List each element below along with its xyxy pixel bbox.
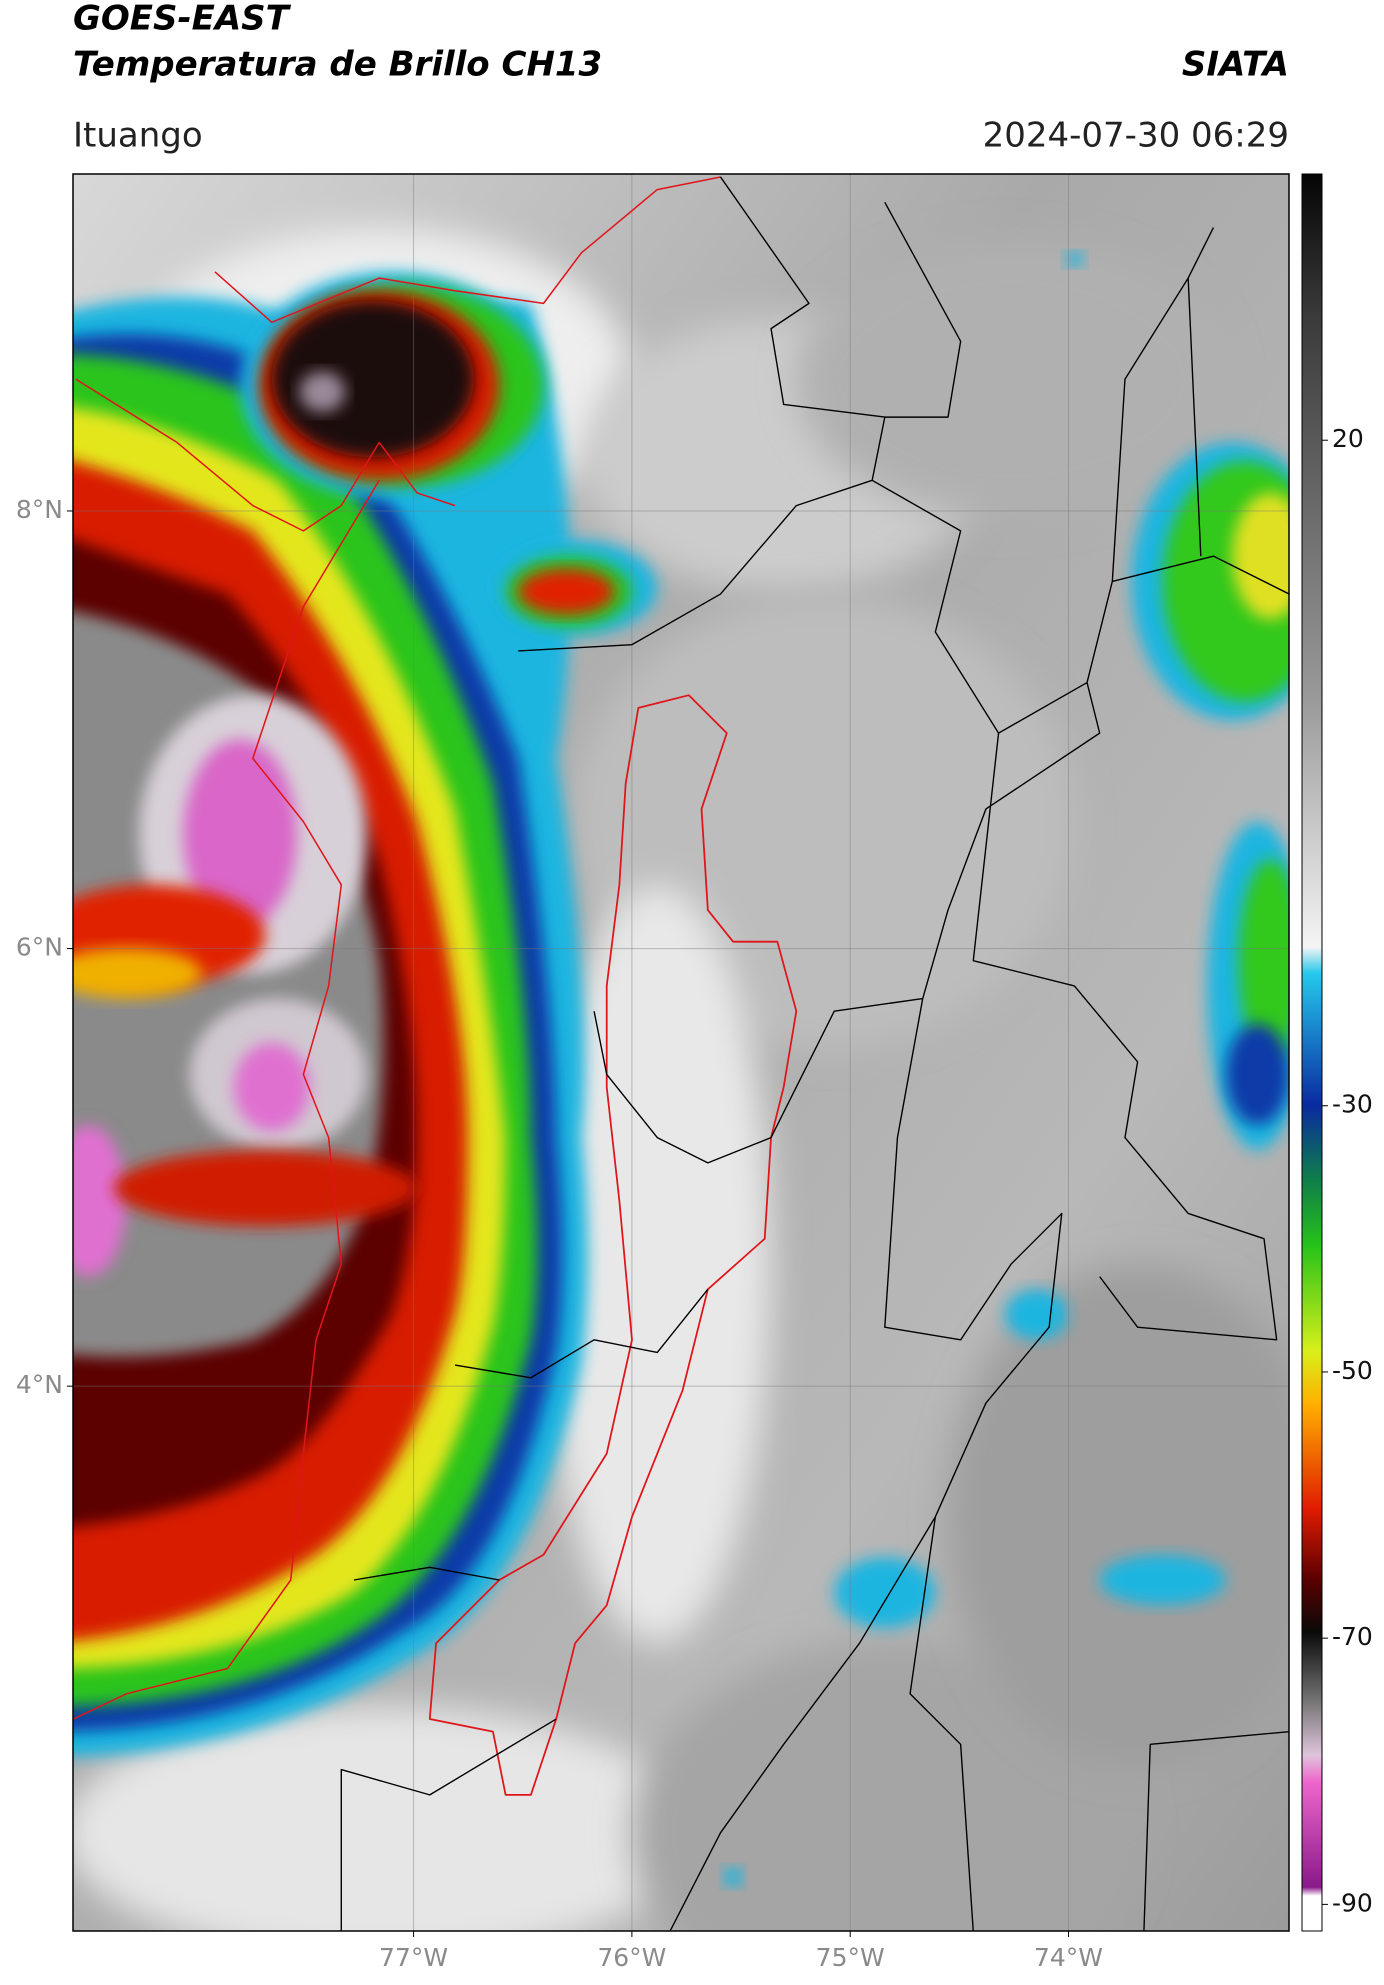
lon-tick-label: 76°W (597, 1943, 666, 1972)
lon-tick-label: 77°W (379, 1943, 448, 1972)
cloud-texture (796, 240, 1227, 519)
cloud-texture (543, 884, 772, 1644)
small-cell (1004, 1289, 1069, 1340)
colorbar-tick-label: -70 (1332, 1622, 1373, 1651)
cloud-texture (948, 1264, 1289, 1770)
small-cell (834, 1557, 936, 1629)
map-image (73, 174, 1289, 1931)
overshoot-pink (183, 739, 298, 930)
agency: SIATA (1182, 45, 1289, 85)
colorbar-tick-label: -50 (1332, 1356, 1373, 1385)
small-cell (1099, 1554, 1227, 1606)
location: Ituango (73, 116, 203, 156)
colorbar (1301, 173, 1323, 1932)
band-yellow (73, 948, 203, 999)
east-yellow (1232, 492, 1289, 620)
overshoot-pink (73, 1124, 127, 1277)
admin-border (340, 176, 1289, 1931)
colorbar-tick-label: 20 (1332, 424, 1364, 453)
east2-blue (1226, 1023, 1289, 1125)
basin-outline (428, 694, 798, 1796)
storm-core-gray (299, 371, 346, 413)
cloud-imagery (73, 227, 1289, 1931)
cell-red (518, 568, 615, 615)
cloud-texture (632, 1643, 1138, 1931)
cloud-texture (73, 1706, 696, 1931)
storm-core (271, 300, 474, 458)
east2-green (1238, 859, 1289, 1062)
colorbar-tick-label: -30 (1332, 1090, 1373, 1119)
lat-tick-label: 6°N (16, 933, 63, 962)
title: GOES-EAST (73, 0, 292, 39)
datetime: 2024-07-30 06:29 (983, 116, 1289, 156)
borders (73, 176, 1289, 1931)
colorbar-ticks: 20 -30 -50 -70 -90 (1322, 424, 1373, 1917)
colorbar-tick-label: -90 (1332, 1888, 1373, 1917)
lon-tick-label: 74°W (1034, 1943, 1103, 1972)
lat-tick-label: 4°N (16, 1370, 63, 1399)
band-red (113, 1150, 418, 1227)
small-cell (1064, 251, 1085, 267)
coastline (73, 176, 721, 1720)
map-frame (72, 173, 1290, 1932)
axis-ticks: 8°N 6°N 4°N 77°W 76°W 75°W 74°W (16, 495, 1103, 1972)
grid (73, 174, 1289, 1931)
overshoot-pink (233, 1042, 310, 1132)
lat-tick-label: 8°N (16, 495, 63, 524)
lon-tick-label: 75°W (816, 1943, 885, 1972)
small-cell (723, 1866, 744, 1888)
subtitle: Temperatura de Brillo CH13 (73, 45, 602, 85)
